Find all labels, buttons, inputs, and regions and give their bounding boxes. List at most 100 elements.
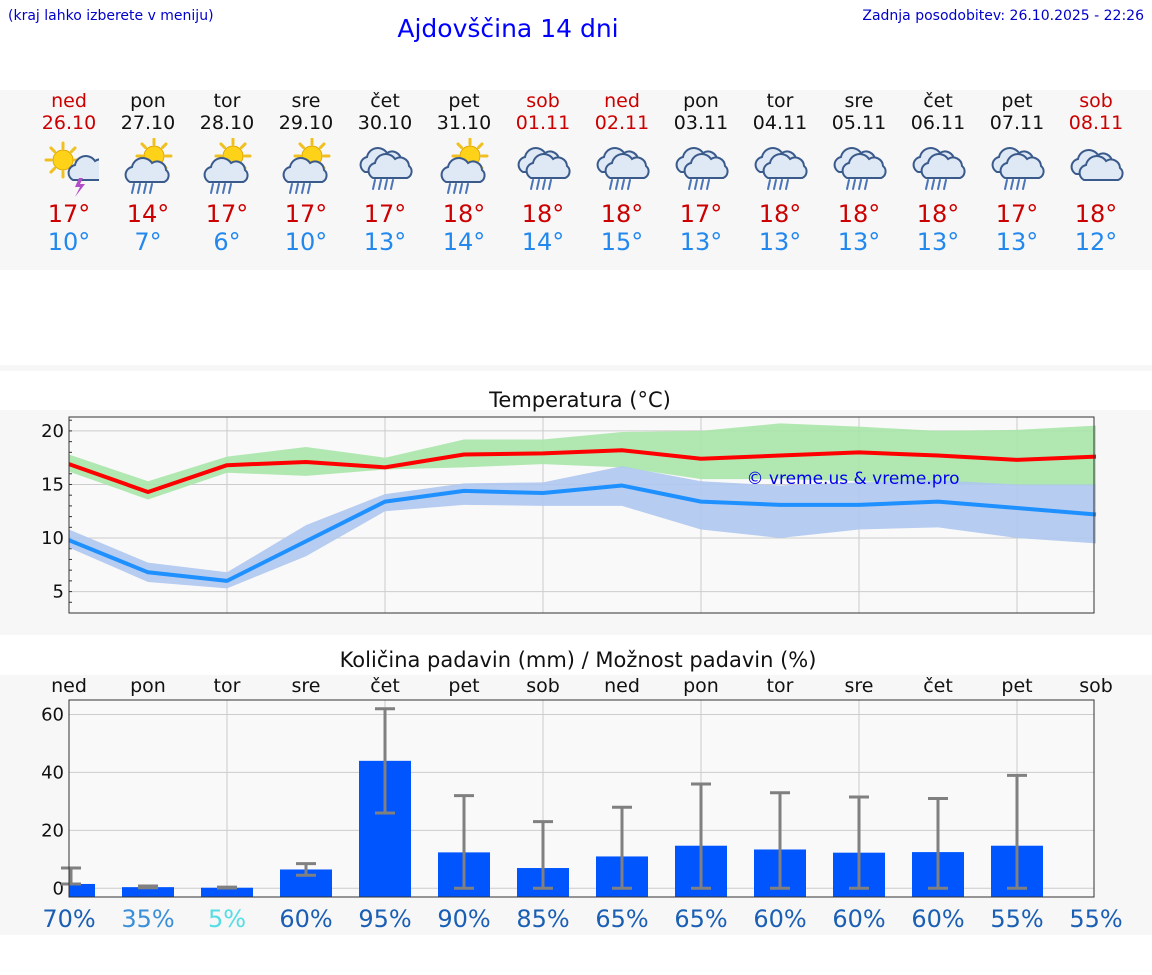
rain-drop (137, 183, 141, 194)
sun-cloud-rain-icon (282, 138, 331, 194)
x-day-label: ned (51, 675, 87, 697)
x-day-label: čet (923, 675, 953, 697)
x-day-label: tor (214, 675, 241, 697)
temp-max: 18° (521, 200, 565, 228)
sun-ray (49, 146, 57, 154)
sun-ray (318, 142, 326, 150)
precip-probability: 55% (1069, 905, 1122, 933)
rain-drop (210, 183, 214, 194)
x-day-label: sre (845, 675, 874, 697)
sun-ray (476, 142, 484, 150)
sun-disc (52, 149, 74, 171)
day-column: tor 28.10 17° 6° (187, 90, 267, 256)
day-column: sob 01.11 18° 14° (503, 90, 583, 256)
y-tick-label: 20 (41, 421, 64, 442)
temp-max: 18° (442, 200, 486, 228)
cloud-body (920, 153, 966, 179)
temp-min: 13° (916, 228, 960, 256)
rain-drop (530, 179, 534, 190)
rain-drop (228, 183, 232, 194)
x-day-label: sob (1079, 675, 1113, 697)
cloud-shape (440, 157, 486, 183)
day-name: pon (130, 90, 166, 112)
min-temp-line (68, 483, 1097, 583)
precip-bar (201, 887, 253, 897)
rain-drop (615, 179, 619, 190)
cloud-body (999, 153, 1045, 179)
cloud-shape (203, 157, 249, 183)
day-name: čet (923, 90, 953, 112)
rain-drop (216, 183, 220, 194)
temp-max: 17° (284, 200, 328, 228)
rain-drop (627, 179, 631, 190)
cloud-rain-icon (596, 147, 650, 190)
day-column: sre 29.10 17° 10° (266, 90, 346, 256)
rain-drop (1010, 179, 1014, 190)
rain-drop (688, 179, 692, 190)
day-date: 01.11 (515, 112, 571, 134)
day-date: 31.10 (436, 112, 492, 134)
day-date: 27.10 (120, 112, 176, 134)
day-column: sre 05.11 18° 13° (819, 90, 899, 256)
temp-min: 7° (134, 228, 162, 256)
plot-frame (68, 416, 1095, 614)
rain-drop (694, 179, 698, 190)
sun-ray (140, 142, 148, 150)
precip-probability: 60% (832, 905, 885, 933)
rain-drop (706, 179, 710, 190)
day-name: čet (370, 90, 400, 112)
temp-min: 10° (284, 228, 328, 256)
temp-min: 10° (47, 228, 91, 256)
precip-probability: 55% (990, 905, 1043, 933)
cloud-body (525, 153, 571, 179)
rain-drop (943, 179, 947, 190)
x-day-label: čet (370, 675, 400, 697)
min-temp-band (69, 466, 1096, 589)
rain-drop (852, 179, 856, 190)
rain-drop (307, 183, 311, 194)
rain-drop (846, 179, 850, 190)
location-hint: (kraj lahko izberete v meniju) (8, 8, 214, 24)
chart-title: Temperatura (°C) (488, 388, 671, 412)
x-day-label: pon (683, 675, 719, 697)
rain-drop (1016, 179, 1020, 190)
rain-drop (384, 179, 388, 190)
temp-min: 13° (679, 228, 723, 256)
x-day-label: sre (292, 675, 321, 697)
rain-drop (621, 179, 625, 190)
rain-drop (542, 179, 546, 190)
sun-cloud-rain-icon (203, 138, 252, 194)
cloud-body (1078, 155, 1124, 181)
daily-forecast-strip: ned 26.10 17° 10° pon 27.10 14° 7° tor 28.10 17° 6°… (0, 90, 1152, 270)
rain-drop (289, 183, 293, 194)
precip-probability: 5% (208, 905, 246, 933)
y-tick-label: 5 (53, 582, 64, 603)
sun-ray (298, 142, 306, 150)
cloud-rain-icon (912, 147, 966, 190)
sun-ray (49, 166, 57, 174)
divider (0, 365, 1152, 371)
day-name: ned (51, 90, 87, 112)
x-day-label: pon (130, 675, 166, 697)
day-name: ned (604, 90, 640, 112)
day-date: 26.10 (41, 112, 97, 134)
precip-probability: 60% (911, 905, 964, 933)
sun-cloud-thunder-icon (44, 141, 99, 197)
day-column: ned 02.11 18° 15° (582, 90, 662, 256)
rain-drop (700, 179, 704, 190)
x-day-label: pet (448, 675, 479, 697)
precipitation-chart: Količina padavin (mm) / Možnost padavin … (41, 648, 1123, 933)
precip-bar (69, 883, 95, 897)
cloud-shape (67, 155, 99, 181)
day-date: 06.11 (910, 112, 966, 134)
sun-ray (160, 142, 168, 150)
precip-probability: 70% (42, 905, 95, 933)
cloud-body (367, 153, 413, 179)
temp-min: 12° (1074, 228, 1118, 256)
cloud-shape (920, 153, 966, 179)
cloud-shape (282, 157, 328, 183)
cloud-body (124, 157, 170, 183)
x-day-label: tor (767, 675, 794, 697)
rain-drop (609, 179, 613, 190)
rain-drop (548, 179, 552, 190)
